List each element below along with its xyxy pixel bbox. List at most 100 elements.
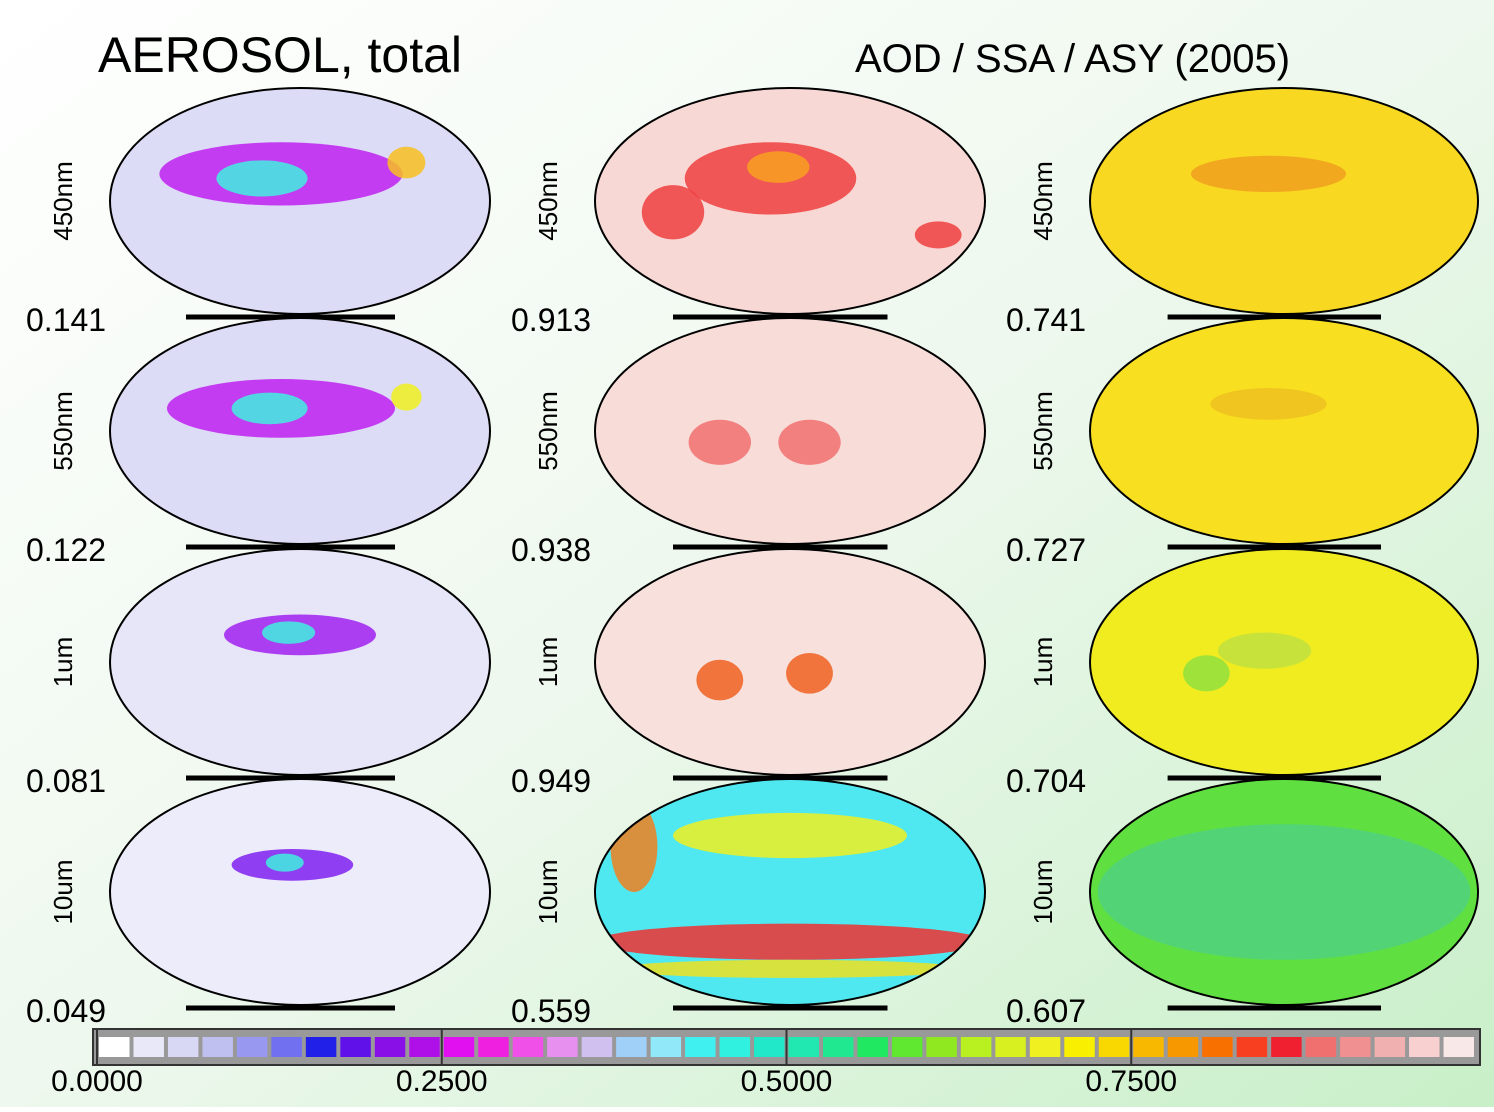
map-panel <box>110 549 490 775</box>
map-feature <box>642 185 704 239</box>
map-field <box>1090 318 1478 544</box>
map-feature <box>786 653 833 694</box>
row-label: 10um <box>533 859 563 924</box>
row-label: 550nm <box>48 391 78 471</box>
colorbar-swatch <box>754 1037 784 1057</box>
colorbar-swatch <box>1444 1037 1474 1057</box>
map-feature <box>232 393 308 425</box>
map-feature <box>1218 633 1311 669</box>
colorbar-swatch <box>375 1037 405 1057</box>
map-panel <box>110 318 490 544</box>
global-mean: 0.741 <box>1006 302 1086 338</box>
map-feature <box>595 924 985 960</box>
global-mean: 0.081 <box>26 763 106 799</box>
map-panel <box>595 779 985 1005</box>
subtitle: AOD / SSA / ASY (2005) <box>855 37 1290 81</box>
colorbar-swatch <box>926 1037 956 1057</box>
map-field <box>110 549 490 775</box>
colorbar-swatch <box>1133 1037 1163 1057</box>
colorbar-swatch <box>789 1037 819 1057</box>
colorbar-swatch <box>582 1037 612 1057</box>
map-feature <box>778 420 840 465</box>
colorbar-swatch <box>513 1037 543 1057</box>
colorbar-swatch <box>1271 1037 1301 1057</box>
row-label: 450nm <box>48 161 78 241</box>
colorbar-swatch <box>340 1037 370 1057</box>
map-panel <box>1090 318 1478 544</box>
map-feature <box>387 147 425 179</box>
colorbar-swatch <box>651 1037 681 1057</box>
map-panel <box>595 318 985 544</box>
colorbar-swatch <box>1375 1037 1405 1057</box>
map-feature <box>391 384 421 411</box>
colorbar-swatch <box>1237 1037 1267 1057</box>
colorbar-swatch <box>857 1037 887 1057</box>
colorbar-tick-label: 0.0000 <box>51 1065 143 1098</box>
colorbar-swatch <box>1030 1037 1060 1057</box>
map-feature <box>696 660 743 701</box>
row-label: 1um <box>533 637 563 688</box>
colorbar-swatch <box>133 1037 163 1057</box>
row-label: 450nm <box>1028 161 1058 241</box>
title: AEROSOL, total <box>98 27 462 83</box>
map-panel <box>110 88 490 314</box>
colorbar-tick-label: 0.2500 <box>396 1065 488 1098</box>
colorbar-tick-label: 0.7500 <box>1085 1065 1177 1098</box>
colorbar-swatch <box>547 1037 577 1057</box>
map-field <box>1090 88 1478 314</box>
map-feature <box>262 621 315 644</box>
colorbar-tick-label: 0.5000 <box>741 1065 833 1098</box>
map-feature <box>615 960 966 978</box>
map-panel <box>595 549 985 775</box>
row-label: 10um <box>1028 859 1058 924</box>
global-mean: 0.938 <box>511 532 591 568</box>
colorbar-swatch <box>720 1037 750 1057</box>
map-field <box>110 779 490 1005</box>
colorbar-swatch <box>444 1037 474 1057</box>
colorbar-swatch <box>1202 1037 1232 1057</box>
map-feature <box>747 151 809 183</box>
colorbar-swatch <box>478 1037 508 1057</box>
colorbar-swatch <box>99 1037 129 1057</box>
colorbar-swatch <box>961 1037 991 1057</box>
colorbar-swatch <box>1099 1037 1129 1057</box>
colorbar-swatch <box>1168 1037 1198 1057</box>
colorbar-swatch <box>306 1037 336 1057</box>
colorbar-swatch <box>892 1037 922 1057</box>
map-feature <box>689 420 751 465</box>
map-feature <box>673 813 907 858</box>
global-mean: 0.704 <box>1006 763 1086 799</box>
row-label: 10um <box>48 859 78 924</box>
row-label: 550nm <box>533 391 563 471</box>
colorbar-swatch <box>823 1037 853 1057</box>
colorbar-swatch <box>237 1037 267 1057</box>
colorbar-swatch <box>1409 1037 1439 1057</box>
global-mean: 0.913 <box>511 302 591 338</box>
map-feature <box>1098 824 1470 960</box>
row-label: 1um <box>1028 637 1058 688</box>
map-field <box>595 549 985 775</box>
colorbar-swatch <box>1340 1037 1370 1057</box>
colorbar-swatch <box>271 1037 301 1057</box>
global-mean: 0.607 <box>1006 993 1086 1029</box>
global-mean: 0.727 <box>1006 532 1086 568</box>
global-mean: 0.559 <box>511 993 591 1029</box>
colorbar-swatch <box>168 1037 198 1057</box>
colorbar-swatch <box>1064 1037 1094 1057</box>
global-mean: 0.141 <box>26 302 106 338</box>
map-feature <box>216 160 307 196</box>
map-panel <box>1090 88 1478 314</box>
global-mean: 0.122 <box>26 532 106 568</box>
map-panel <box>1090 779 1478 1005</box>
colorbar-swatch <box>1306 1037 1336 1057</box>
map-feature <box>1191 156 1346 192</box>
map-feature <box>1210 388 1326 420</box>
colorbar-swatch <box>995 1037 1025 1057</box>
colorbar-swatch <box>616 1037 646 1057</box>
map-feature <box>915 221 962 248</box>
colorbar-swatch <box>685 1037 715 1057</box>
map-panel <box>1090 549 1478 775</box>
row-label: 1um <box>48 637 78 688</box>
colorbar-swatch <box>409 1037 439 1057</box>
map-panel <box>595 88 985 314</box>
